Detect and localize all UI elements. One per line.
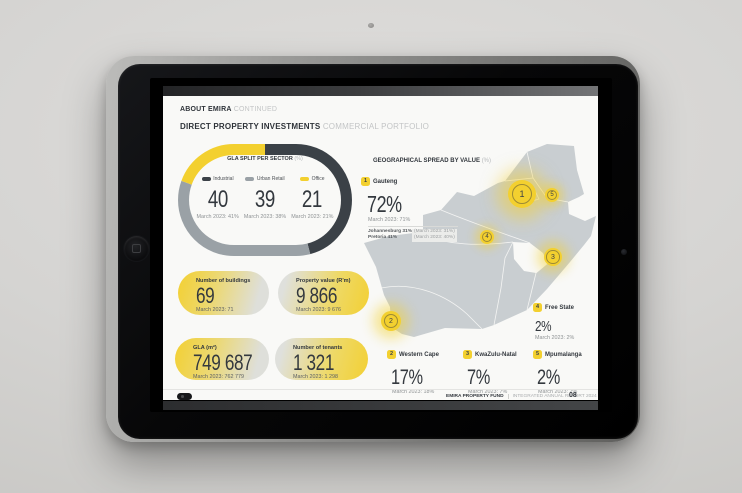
western-cape-badge: 2 [387,350,396,360]
free-state-badge: 4 [533,303,542,313]
tenants-value: 1 321 [293,350,334,375]
gla-columns: Industrial 40 March 2023: 41% Urban Reta… [194,176,336,220]
gauteng-divider [368,226,458,227]
section-title-light: CONTINUED [233,106,278,113]
geo-block-kwazulu-natal: 3 KwaZulu-Natal 7% March 2023: 7% [463,346,539,395]
slide-bottom-bar [163,401,598,410]
page-title-bold: DIRECT PROPERTY INVESTMENTS [180,122,321,131]
front-camera-icon [621,248,627,255]
map-marker-free-state: 4 [480,230,494,244]
map-marker-kwazulu-natal: 3 [544,248,562,266]
tablet-bezel: ABOUT EMIRA CONTINUED DIRECT PROPERTY IN… [118,64,638,439]
mpumalanga-badge: 5 [533,350,542,360]
office-swatch-icon [300,176,310,182]
legend-urban-retail: Urban Retail [241,176,288,187]
gla-chart-title: GLA SPLIT PER SECTOR (%) [227,156,303,162]
legend-industrial: Industrial [194,176,241,187]
legend-office: Office [289,176,336,187]
geo-spread-title: GEOGRAPHICAL SPREAD BY VALUE (%) [373,158,492,164]
geo-block-mpumalanga: 5 Mpumalanga 2% March 2023: 2% [533,346,598,395]
kwazulu-natal-value: 7% [467,366,490,389]
gauteng-value: 72% [367,191,402,217]
page-number: 08 [569,392,577,399]
page-title-light: COMMERCIAL PORTFOLIO [322,122,430,131]
home-button[interactable] [124,236,149,261]
gla-col-urban-retail: Urban Retail 39 March 2023: 38% [241,176,288,220]
mpumalanga-value: 2% [537,366,560,389]
tablet-screen: ABOUT EMIRA CONTINUED DIRECT PROPERTY IN… [150,78,612,412]
property-value: 9 866 [296,283,337,308]
home-button-icon [132,244,141,253]
gla-col-industrial: Industrial 40 March 2023: 41% [194,176,241,220]
gla-col-office: Office 21 March 2023: 21% [289,176,336,220]
gla-ring [178,144,352,256]
buildings-value: 69 [196,283,215,308]
western-cape-value: 17% [391,366,423,389]
stat-card-property-value: Property value (R'm) 9 866 March 2023: 9… [278,271,369,315]
report-slide: ABOUT EMIRA CONTINUED DIRECT PROPERTY IN… [163,96,598,400]
geo-block-western-cape: 2 Western Cape 17% March 2023: 18% [387,346,463,395]
industrial-prior: March 2023: 41% [196,214,239,221]
industrial-value: 40 [207,186,228,213]
office-prior: March 2023: 21% [291,214,334,221]
urban-retail-prior: March 2023: 38% [243,214,287,221]
kwazulu-natal-badge: 3 [463,350,472,360]
footer-text: EMIRA PROPERTY FUND INTEGRATED ANNUAL REP… [446,393,597,399]
map-marker-western-cape: 2 [381,311,401,331]
tablet-device: ABOUT EMIRA CONTINUED DIRECT PROPERTY IN… [106,56,640,442]
gauteng-city-johannesburg: Johannesburg 31% (March 2023: 31%) [368,229,457,236]
stat-card-buildings: Number of buildings 69 March 2023: 71 [178,271,269,315]
section-title-bold: ABOUT EMIRA [180,106,232,113]
office-value: 21 [302,186,323,213]
emira-logo-icon [177,393,192,400]
geo-block-gauteng: 1 Gauteng 72% March 2023: 71% Johannesbur… [361,173,467,242]
stat-card-tenants: Number of tenants 1 321 March 2023: 1 29… [275,338,368,380]
gla-split-chart: GLA SPLIT PER SECTOR (%) Industrial 40 M… [178,144,352,256]
industrial-swatch-icon [201,176,211,182]
slide-footer: EMIRA PROPERTY FUND INTEGRATED ANNUAL REP… [163,389,598,400]
free-state-value: 2% [535,318,552,335]
urban-retail-swatch-icon [245,176,255,182]
slide-top-bar [163,86,598,96]
urban-retail-value: 39 [254,186,276,213]
page-title: DIRECT PROPERTY INVESTMENTS COMMERCIAL P… [180,122,429,131]
gauteng-badge: 1 [361,177,370,187]
gauteng-city-pretoria: Pretoria 41% (March 2023: 40%) [368,235,457,242]
gla-value: 749 687 [193,350,253,375]
map-marker-mpumalanga: 5 [545,188,559,202]
wall-pin-dot [368,23,374,28]
geo-block-free-state: 4 Free State 2% March 2023: 2% [533,303,575,341]
section-title: ABOUT EMIRA CONTINUED [180,106,277,113]
stat-card-gla: GLA (m²) 749 687 March 2023: 762 779 [175,338,269,380]
map-marker-gauteng: 1 [508,180,536,208]
